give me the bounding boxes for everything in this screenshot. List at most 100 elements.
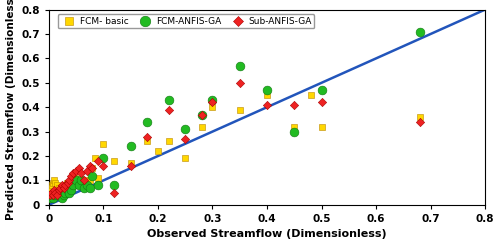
FCM- basic [94, 176, 102, 180]
FCM-ANFIS-GA [318, 88, 326, 92]
X-axis label: Observed Streamflow (Dimensionless): Observed Streamflow (Dimensionless) [147, 230, 387, 239]
FCM- basic [236, 108, 244, 112]
Sub-ANFIS-GA [100, 164, 108, 168]
FCM- basic [165, 139, 173, 143]
Sub-ANFIS-GA [72, 169, 80, 173]
FCM-ANFIS-GA [198, 112, 205, 116]
FCM-ANFIS-GA [66, 191, 74, 195]
Sub-ANFIS-GA [61, 183, 69, 187]
FCM- basic [58, 188, 66, 192]
Sub-ANFIS-GA [80, 179, 88, 183]
Sub-ANFIS-GA [416, 120, 424, 124]
FCM-ANFIS-GA [50, 193, 58, 197]
Sub-ANFIS-GA [143, 135, 151, 138]
FCM-ANFIS-GA [143, 120, 151, 124]
Legend: FCM- basic, FCM-ANFIS-GA, Sub-ANFIS-GA: FCM- basic, FCM-ANFIS-GA, Sub-ANFIS-GA [58, 14, 314, 28]
FCM- basic [46, 188, 54, 192]
FCM- basic [57, 186, 65, 190]
FCM-ANFIS-GA [46, 196, 54, 199]
FCM- basic [318, 125, 326, 129]
Sub-ANFIS-GA [181, 137, 189, 141]
FCM- basic [290, 125, 298, 129]
FCM- basic [63, 181, 71, 185]
FCM- basic [198, 125, 205, 129]
FCM-ANFIS-GA [60, 193, 68, 197]
FCM-ANFIS-GA [66, 188, 74, 192]
FCM-ANFIS-GA [49, 196, 57, 199]
FCM-ANFIS-GA [86, 186, 94, 190]
FCM-ANFIS-GA [64, 188, 72, 192]
FCM- basic [71, 176, 79, 180]
FCM-ANFIS-GA [80, 186, 88, 190]
Sub-ANFIS-GA [165, 108, 173, 112]
Sub-ANFIS-GA [60, 186, 68, 190]
FCM-ANFIS-GA [94, 183, 102, 187]
Sub-ANFIS-GA [86, 164, 94, 168]
Sub-ANFIS-GA [263, 103, 271, 107]
Sub-ANFIS-GA [54, 188, 62, 192]
FCM- basic [263, 93, 271, 97]
FCM-ANFIS-GA [165, 98, 173, 102]
Sub-ANFIS-GA [126, 164, 134, 168]
Sub-ANFIS-GA [52, 191, 60, 195]
FCM-ANFIS-GA [126, 144, 134, 148]
Sub-ANFIS-GA [318, 100, 326, 104]
FCM- basic [416, 115, 424, 119]
FCM- basic [91, 157, 99, 160]
FCM- basic [56, 188, 64, 192]
FCM- basic [100, 142, 108, 146]
Sub-ANFIS-GA [50, 188, 58, 192]
FCM- basic [181, 157, 189, 160]
FCM- basic [61, 183, 69, 187]
FCM-ANFIS-GA [56, 193, 64, 197]
FCM- basic [69, 179, 77, 183]
Sub-ANFIS-GA [70, 171, 78, 175]
FCM-ANFIS-GA [416, 30, 424, 34]
FCM- basic [50, 179, 58, 183]
FCM- basic [64, 183, 72, 187]
FCM- basic [52, 181, 60, 185]
Sub-ANFIS-GA [56, 186, 64, 190]
FCM- basic [88, 166, 96, 170]
Sub-ANFIS-GA [94, 159, 102, 163]
FCM- basic [143, 139, 151, 143]
FCM- basic [47, 186, 55, 190]
FCM- basic [54, 186, 62, 190]
FCM-ANFIS-GA [52, 191, 60, 195]
FCM-ANFIS-GA [48, 193, 56, 197]
Y-axis label: Predicted Streamflow (Dimensionless): Predicted Streamflow (Dimensionless) [6, 0, 16, 220]
Sub-ANFIS-GA [75, 166, 83, 170]
Sub-ANFIS-GA [66, 174, 74, 178]
FCM- basic [66, 181, 74, 185]
FCM-ANFIS-GA [83, 183, 91, 187]
Sub-ANFIS-GA [198, 112, 205, 116]
Sub-ANFIS-GA [48, 191, 56, 195]
FCM- basic [60, 186, 68, 190]
FCM- basic [306, 93, 314, 97]
FCM- basic [53, 183, 61, 187]
FCM- basic [208, 105, 216, 109]
Sub-ANFIS-GA [66, 179, 74, 183]
Sub-ANFIS-GA [53, 193, 61, 197]
Sub-ANFIS-GA [236, 81, 244, 85]
Sub-ANFIS-GA [49, 193, 57, 197]
FCM- basic [126, 161, 134, 165]
FCM- basic [110, 159, 118, 163]
Sub-ANFIS-GA [83, 169, 91, 173]
FCM-ANFIS-GA [208, 98, 216, 102]
FCM-ANFIS-GA [236, 64, 244, 68]
Sub-ANFIS-GA [64, 181, 72, 185]
FCM-ANFIS-GA [100, 157, 108, 160]
FCM- basic [78, 183, 86, 187]
FCM-ANFIS-GA [88, 174, 96, 178]
Sub-ANFIS-GA [78, 171, 86, 175]
FCM-ANFIS-GA [53, 193, 61, 197]
FCM- basic [83, 181, 91, 185]
Sub-ANFIS-GA [208, 100, 216, 104]
FCM- basic [154, 149, 162, 153]
FCM- basic [49, 181, 57, 185]
FCM- basic [48, 183, 56, 187]
Sub-ANFIS-GA [46, 193, 54, 197]
FCM- basic [86, 179, 94, 183]
FCM-ANFIS-GA [54, 191, 62, 195]
